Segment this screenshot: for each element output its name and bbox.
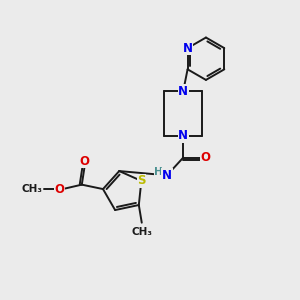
Text: N: N (178, 129, 188, 142)
Text: N: N (178, 85, 188, 98)
Text: O: O (55, 183, 65, 196)
Text: CH₃: CH₃ (131, 227, 152, 237)
Text: H: H (154, 167, 163, 177)
Text: O: O (200, 151, 210, 164)
Text: O: O (80, 154, 90, 168)
Text: N: N (162, 169, 172, 182)
Text: S: S (137, 174, 146, 188)
Text: CH₃: CH₃ (22, 184, 43, 194)
Text: N: N (183, 42, 193, 55)
